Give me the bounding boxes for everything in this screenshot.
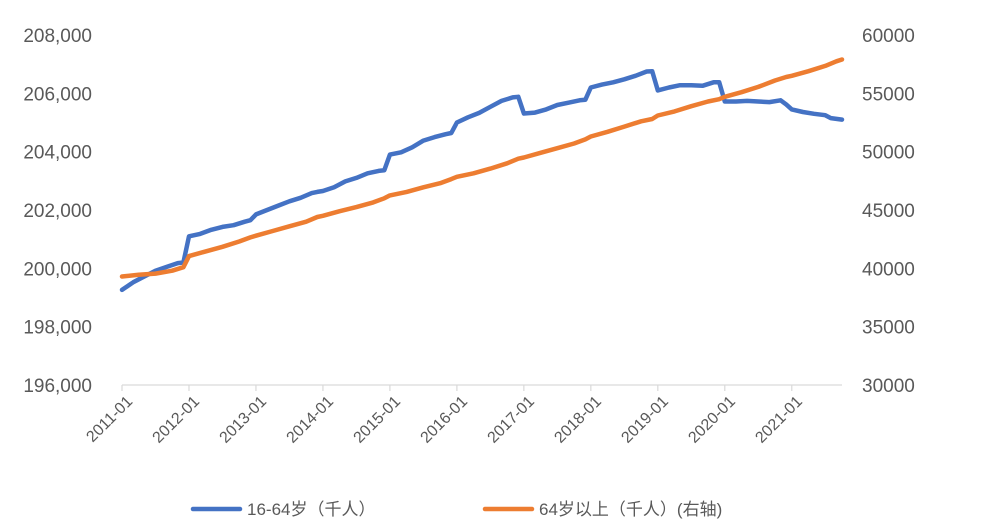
x-tick-label: 2015-01 (351, 393, 405, 447)
right-y-tick-label: 35000 (862, 318, 915, 339)
x-tick-label: 2020-01 (685, 393, 739, 447)
series-group (119, 57, 845, 293)
right-y-tick-label: 30000 (862, 376, 915, 397)
right-y-tick-label: 60000 (862, 26, 915, 47)
x-tick-label: 2017-01 (485, 393, 539, 447)
legend-label: 16-64岁（千人） (247, 500, 375, 519)
left-y-tick-label: 200,000 (23, 259, 92, 280)
left-y-tick-label: 198,000 (23, 318, 92, 339)
left-y-tick-label: 196,000 (23, 376, 92, 397)
x-tick-label: 2013-01 (217, 393, 271, 447)
x-tick-label: 2019-01 (618, 393, 672, 447)
series-line-16-64 (119, 68, 845, 293)
left-y-axis: 196,000 198,000 200,000 202,000 204,000 206,0… (23, 26, 92, 397)
x-tick-label: 2011-01 (83, 393, 136, 446)
x-tick-label: 2018-01 (551, 393, 605, 447)
right-y-tick-label: 50000 (862, 143, 915, 164)
series-line-64-plus (119, 57, 845, 279)
right-y-axis: 30000 35000 40000 45000 50000 55000 60000 (862, 26, 915, 397)
right-y-tick-label: 45000 (862, 201, 915, 222)
left-y-tick-label: 206,000 (23, 84, 92, 105)
left-y-tick-label: 208,000 (23, 26, 92, 47)
x-tick-label: 2016-01 (418, 393, 472, 447)
x-tick-label: 2014-01 (284, 393, 338, 447)
x-tick-label: 2021-01 (752, 393, 806, 447)
x-tick-label: 2012-01 (150, 393, 204, 447)
legend: 16-64岁（千人） 64岁以上（千人）(右轴) (190, 500, 722, 519)
left-y-tick-label: 202,000 (23, 201, 92, 222)
x-axis: 2011-01 2012-01 2013-01 2014-01 2015-01 2016-… (83, 384, 842, 447)
right-y-tick-label: 55000 (862, 84, 915, 105)
legend-label: 64岁以上（千人）(右轴) (539, 500, 722, 519)
left-y-tick-label: 204,000 (23, 143, 92, 164)
right-y-tick-label: 40000 (862, 259, 915, 280)
